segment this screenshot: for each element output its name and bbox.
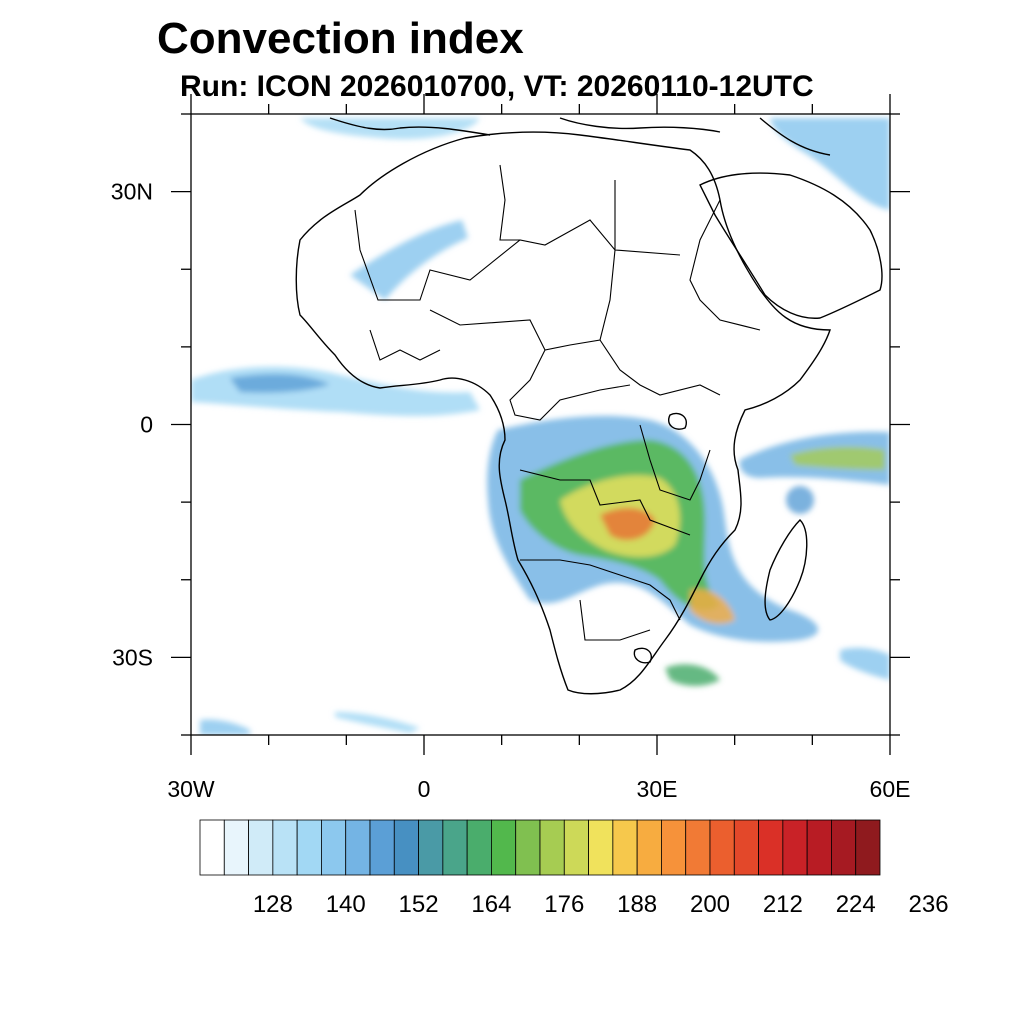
colorbar-swatch — [345, 819, 371, 876]
colorbar-swatch — [515, 819, 541, 876]
colorbar-label: 176 — [544, 891, 584, 918]
continent-outlines — [295, 117, 883, 695]
colorbar-swatch — [321, 819, 347, 876]
indian-ocean-core — [790, 446, 885, 470]
south-africa-coastal-cell — [665, 664, 720, 686]
southwest-band — [200, 719, 250, 735]
lake-victoria — [668, 412, 687, 430]
south-atlantic-streak — [335, 712, 420, 733]
colorbar-label: 188 — [617, 891, 657, 918]
lon-tick-label: 30W — [167, 776, 215, 802]
colorbar-swatch — [855, 819, 881, 876]
colorbar-swatch — [709, 819, 735, 876]
southern-africa-core — [600, 508, 655, 540]
colorbar-label: 152 — [399, 891, 439, 918]
europe-coast — [329, 117, 831, 156]
colorbar-label: 164 — [471, 891, 511, 918]
madagascar-outline — [764, 519, 808, 621]
lat-tick-label: 30N — [111, 179, 153, 205]
mozambique-core — [690, 589, 735, 624]
axis-labels: 30W 0 30E 60E 30N 0 30S — [111, 179, 911, 802]
colorbar — [199, 819, 881, 876]
chart-title: Convection index — [157, 14, 524, 63]
country-borders — [354, 164, 761, 641]
colorbar-label: 200 — [690, 891, 730, 918]
colorbar-swatch — [758, 819, 784, 876]
itcz-band-atlantic — [191, 366, 480, 416]
colorbar-swatch — [418, 819, 444, 876]
colorbar-swatch — [466, 819, 492, 876]
colorbar-swatch — [661, 819, 687, 876]
colorbar-label: 212 — [763, 891, 803, 918]
colorbar-swatch — [539, 819, 565, 876]
near-east-cloud — [770, 118, 890, 210]
colorbar-label: 236 — [909, 891, 949, 918]
colorbar-swatch — [491, 819, 517, 876]
colorbar-label: 140 — [326, 891, 366, 918]
colorbar-label: 224 — [836, 891, 876, 918]
colorbar-swatch — [199, 819, 225, 876]
lon-tick-label: 0 — [418, 776, 431, 802]
colorbar-swatch — [636, 819, 662, 876]
africa-outline — [295, 131, 831, 695]
colorbar-swatch — [563, 819, 589, 876]
north-mediterranean-cloud — [300, 118, 480, 140]
colorbar-swatch — [272, 819, 298, 876]
south-indian-band — [840, 647, 890, 680]
chart-subtitle: Run: ICON 2026010700, VT: 20260110-12UTC — [180, 70, 814, 103]
lesotho-outline — [633, 647, 652, 664]
colorbar-swatch — [612, 819, 638, 876]
madagascar-east-cell — [786, 486, 814, 514]
lat-tick-label: 0 — [140, 412, 153, 438]
colorbar-swatch — [733, 819, 759, 876]
colorbar-label: 128 — [253, 891, 293, 918]
lon-tick-label: 60E — [870, 776, 911, 802]
itcz-core-atlantic — [230, 374, 330, 393]
colorbar-swatch — [782, 819, 808, 876]
colorbar-labels: 128 140 152 164 176 188 200 212 224 236 — [253, 891, 949, 918]
colorbar-swatch — [685, 819, 711, 876]
colorbar-swatch — [296, 819, 322, 876]
colorbar-swatch — [831, 819, 857, 876]
colorbar-swatch — [369, 819, 395, 876]
arabia-outline — [699, 172, 883, 319]
colorbar-swatch — [223, 819, 249, 876]
colorbar-swatch — [806, 819, 832, 876]
colorbar-swatch — [442, 819, 468, 876]
colorbar-swatch — [248, 819, 274, 876]
colorbar-swatch — [393, 819, 419, 876]
lat-tick-label: 30S — [112, 644, 153, 670]
colorbar-swatch — [588, 819, 614, 876]
convection-field — [191, 118, 890, 735]
axis-ticks — [171, 94, 910, 755]
lon-tick-label: 30E — [637, 776, 678, 802]
sahara-streak — [350, 220, 468, 300]
